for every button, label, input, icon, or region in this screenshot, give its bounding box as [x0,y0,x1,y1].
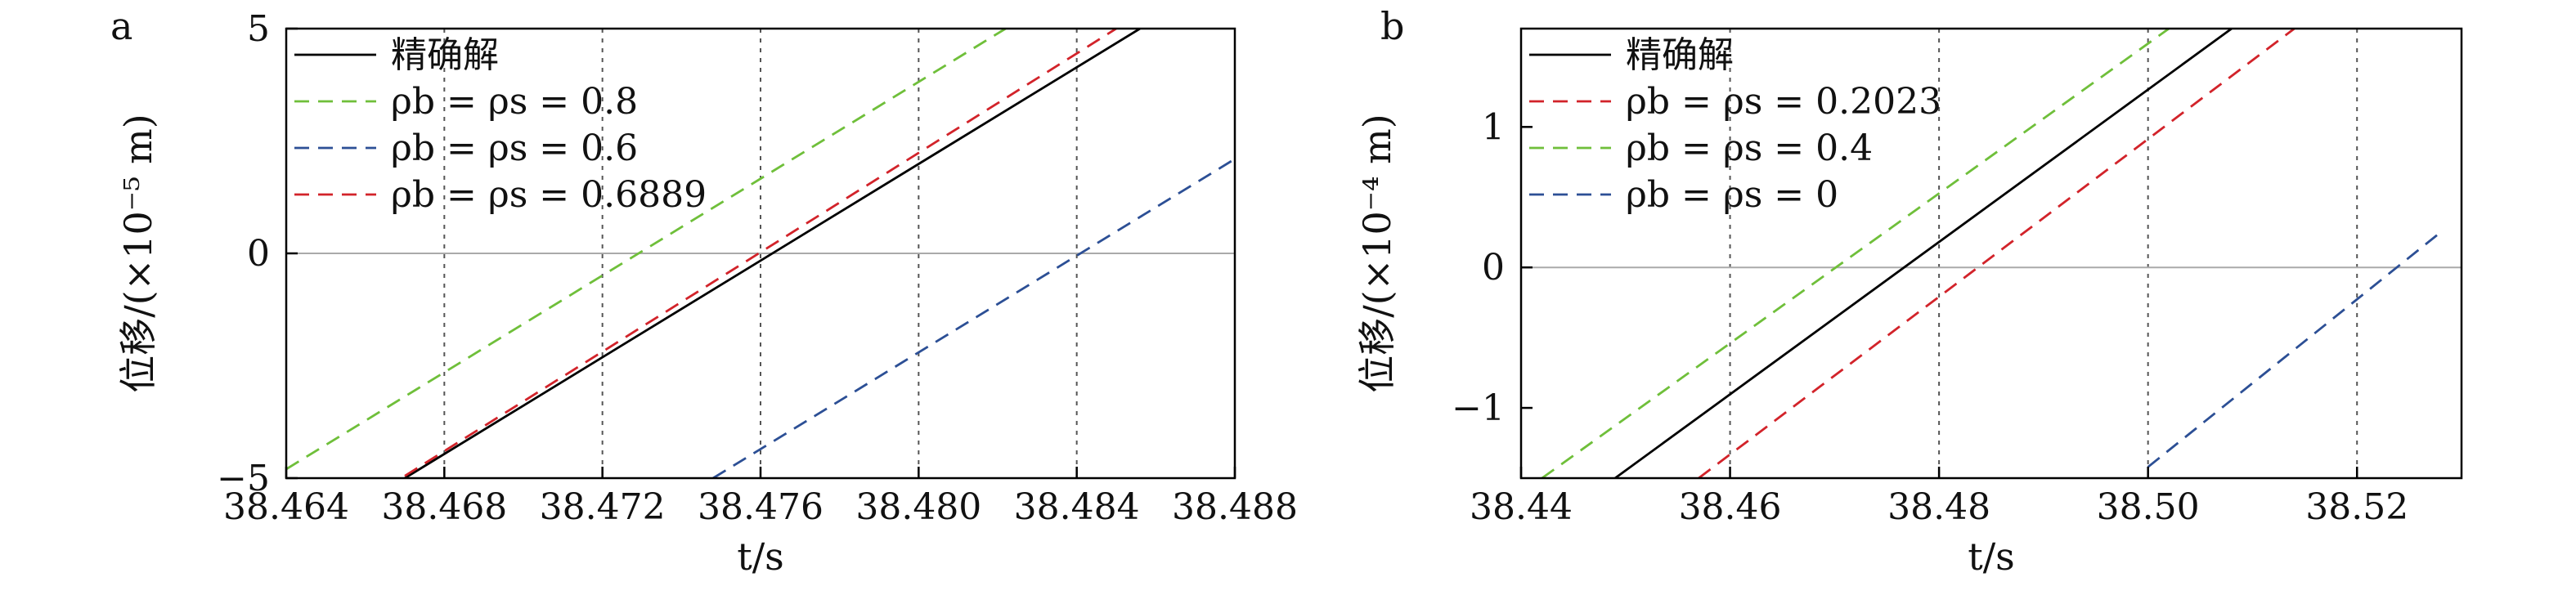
panel-b-x-tick-label-3: 38.50 [2097,486,2200,528]
panel-b-vertical-guides [1729,29,2358,478]
panel-b-series-line-3 [2147,231,2442,468]
panel-b-x-ticks: 38.44 38.46 38.48 38.50 38.52 [1470,467,2408,528]
panel-b-plot-frame [1519,27,2463,480]
panel-a-series-line-0 [404,29,1141,478]
panel-a-y-tick-label-1: 0 [247,233,270,275]
panel-a-legend-label-2: ρb = ρs = 0.6 [391,128,638,169]
panel-a-x-axis-label: t/s [737,535,784,579]
panel-a-y-tick-label-2: 5 [247,8,270,50]
panel-a-legend-label-3: ρb = ρs = 0.6889 [391,174,707,216]
panel-b-series-line-2 [1541,29,2170,478]
panel-a-y-axis-label: 位移/(×10⁻⁵ m) [116,114,160,392]
panel-a-series-line-2 [712,158,1235,478]
panel-b-x-tick-label-2: 38.48 [1887,486,1990,528]
panel-b: b 38.44 38.46 38.48 38.50 38.52 −1 0 1 精确解 ρb =… [1355,4,2463,579]
panel-a-x-tick-label-4: 38.480 [855,486,981,528]
panel-b-legend-label-2: ρb = ρs = 0.4 [1626,128,1873,169]
panel-b-x-tick-label-4: 38.52 [2305,486,2408,528]
panel-b-y-tick-label-2: 1 [1482,106,1505,148]
panel-a-x-tick-label-3: 38.476 [698,486,824,528]
panel-b-legend-label-3: ρb = ρs = 0 [1626,174,1838,216]
panel-a-legend-label-1: ρb = ρs = 0.8 [391,81,638,123]
panel-a-x-tick-label-5: 38.484 [1014,486,1140,528]
panel-a-x-tick-label-1: 38.468 [381,486,507,528]
panel-a-y-ticks: −5 0 5 [217,8,298,499]
panel-a-x-ticks: 38.464 38.468 38.472 38.476 38.480 38.484 38.4… [223,467,1298,528]
panel-b-x-tick-label-1: 38.46 [1679,486,1782,528]
panel-b-x-axis-label: t/s [1968,535,2015,579]
panel-b-label: b [1380,4,1404,48]
panel-a-x-tick-label-6: 38.488 [1172,486,1298,528]
panel-b-y-axis-label: 位移/(×10⁻⁴ m) [1355,114,1399,392]
panel-b-y-ticks: −1 0 1 [1452,106,1533,429]
panel-a-x-tick-label-2: 38.472 [540,486,666,528]
panel-a-x-tick-label-0: 38.464 [223,486,349,528]
panel-a-series [286,29,1235,478]
panel-a-legend-label-0: 精确解 [391,34,499,76]
panel-a-legend: 精确解 ρb = ρs = 0.8 ρb = ρs = 0.6 ρb = ρs = 0… [294,34,707,216]
panel-b-series [1541,29,2442,478]
panel-b-series-line-0 [1614,29,2233,478]
panel-a: a 38.464 38.468 38.472 38.476 38.480 38.484 38… [110,4,1298,579]
panel-b-x-tick-label-0: 38.44 [1470,486,1573,528]
panel-a-vertical-guides [443,29,1078,478]
panel-a-y-tick-label-0: −5 [217,458,270,499]
panel-b-legend-label-0: 精确解 [1626,34,1734,76]
panel-b-legend: 精确解 ρb = ρs = 0.2023 ρb = ρs = 0.4 ρb = ρs … [1529,34,1941,216]
panel-b-y-tick-label-1: 0 [1482,247,1505,289]
panel-a-series-line-3 [404,29,1117,477]
panel-a-label: a [110,4,132,48]
panel-b-series-line-1 [1698,29,2296,478]
panel-b-y-tick-label-0: −1 [1452,387,1505,429]
panel-b-legend-label-1: ρb = ρs = 0.2023 [1626,81,1941,123]
